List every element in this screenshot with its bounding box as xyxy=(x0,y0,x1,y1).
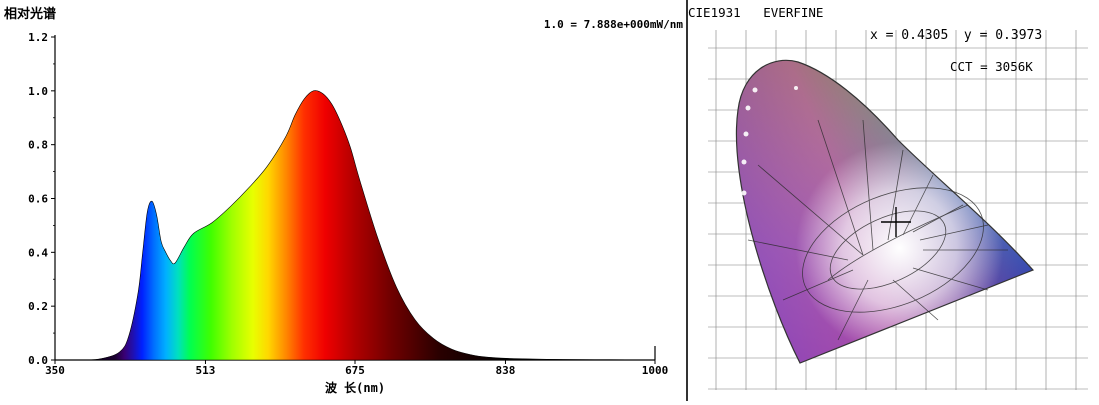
y-tick-label: 0.2 xyxy=(28,300,48,313)
y-tick-label: 1.0 xyxy=(28,85,48,98)
x-tick-label: 350 xyxy=(45,364,65,377)
spectral-locus xyxy=(735,59,1035,364)
cie-diagram: CIE1931 EVERFINE x = 0.4305 y = 0.3973 C… xyxy=(688,0,1099,401)
y-tick-label: 1.2 xyxy=(28,31,48,44)
y-tick-label: 0.4 xyxy=(28,246,48,259)
x-tick-label: 838 xyxy=(496,364,516,377)
cie-title: CIE1931 EVERFINE xyxy=(688,5,823,20)
x-tick-label: 1000 xyxy=(642,364,669,377)
scale-annotation: 1.0 = 7.888e+000mW/nm xyxy=(544,18,683,31)
spectrum-chart: 0.0 0.2 0.4 0.6 0.8 1.0 1.2 350 513 675 838 1000 相对… xyxy=(4,6,683,395)
y-tick-label: 0.8 xyxy=(28,139,48,152)
cct-value: CCT = 3056K xyxy=(950,59,1033,74)
spectrum-panel: 0.0 0.2 0.4 0.6 0.8 1.0 1.2 350 513 675 838 1000 相对… xyxy=(4,6,684,395)
chromaticity-marker xyxy=(881,207,911,237)
y-tick-label: 0.6 xyxy=(28,193,48,206)
chromaticity-coordinates: x = 0.4305 y = 0.3973 xyxy=(870,28,1042,43)
x-axis-label: 波 长(nm) xyxy=(325,380,385,395)
x-tick-label: 675 xyxy=(345,364,365,377)
x-tick-label: 513 xyxy=(196,364,216,377)
cie-panel: CIE1931 EVERFINE x = 0.4305 y = 0.3973 C… xyxy=(686,0,1099,401)
spectrum-area xyxy=(55,90,656,361)
y-tick-label: 0.0 xyxy=(28,354,48,367)
chart-title: 相对光谱 xyxy=(4,6,56,22)
